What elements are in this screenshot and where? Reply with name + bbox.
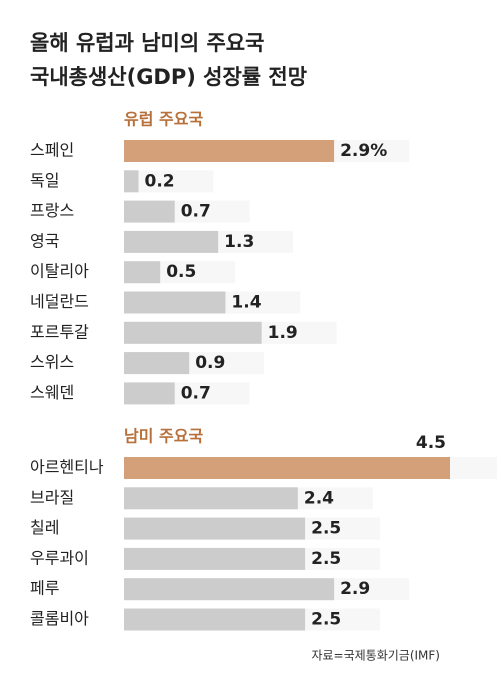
bar — [124, 547, 306, 570]
bar — [124, 457, 450, 479]
value-label: 0.9 — [195, 353, 225, 373]
value-label: 2.9 — [340, 579, 370, 599]
bar — [124, 200, 175, 223]
group-title: 남미 주요국 — [124, 427, 203, 446]
bar — [124, 261, 161, 284]
bar — [124, 487, 298, 510]
bar — [124, 517, 306, 540]
bar — [124, 382, 175, 405]
value-label: 0.2 — [144, 171, 174, 191]
value-label: 2.5 — [311, 549, 341, 569]
category-label: 우루과이 — [30, 548, 89, 567]
chart-title: 올해 유럽과 남미의 주요국 — [30, 31, 264, 55]
category-label: 브라질 — [30, 488, 74, 507]
bar — [124, 321, 262, 344]
value-label: 4.5 — [416, 433, 446, 453]
bar — [124, 578, 335, 601]
row-band — [124, 170, 214, 193]
value-label: 2.9% — [340, 141, 387, 161]
bar — [124, 140, 335, 162]
value-label: 2.4 — [304, 488, 334, 508]
category-label: 포르투갈 — [30, 322, 89, 341]
category-label: 네덜란드 — [30, 292, 89, 311]
category-label: 콜롬비아 — [30, 609, 89, 628]
value-label: 1.3 — [224, 232, 254, 252]
value-label: 2.5 — [311, 519, 341, 539]
category-label: 스위스 — [30, 353, 74, 372]
category-label: 아르헨티나 — [30, 458, 104, 477]
bar — [124, 230, 219, 253]
chart-title: 국내총생산(GDP) 성장률 전망 — [30, 65, 307, 89]
category-label: 독일 — [30, 171, 59, 190]
bar — [124, 608, 306, 631]
category-label: 스페인 — [30, 141, 74, 160]
category-label: 페루 — [30, 579, 59, 598]
value-label: 1.9 — [268, 323, 298, 343]
category-label: 프랑스 — [30, 201, 74, 220]
value-label: 1.4 — [231, 293, 261, 313]
value-label: 0.7 — [181, 202, 211, 222]
source: 자료=국제통화기금(IMF) — [311, 649, 440, 663]
category-label: 칠레 — [30, 518, 59, 537]
value-label: 0.5 — [166, 262, 196, 282]
bar — [124, 291, 226, 314]
category-label: 이탈리아 — [30, 262, 89, 281]
value-label: 2.5 — [311, 610, 341, 630]
bar — [124, 170, 139, 193]
category-label: 영국 — [30, 231, 59, 250]
bar — [124, 352, 190, 375]
category-label: 스웨덴 — [30, 383, 74, 402]
group-title: 유럽 주요국 — [124, 110, 203, 129]
value-label: 0.7 — [181, 383, 211, 403]
